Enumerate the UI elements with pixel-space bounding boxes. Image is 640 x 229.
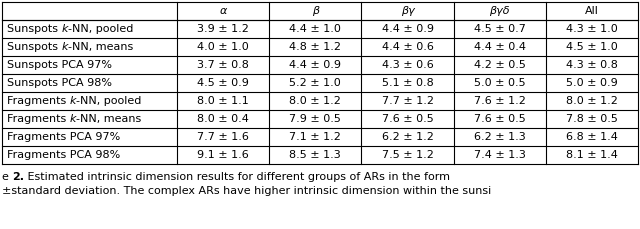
Text: 3.7 ± 0.8: 3.7 ± 0.8 [197,60,249,70]
Text: 7.6 ± 1.2: 7.6 ± 1.2 [474,96,525,106]
Text: 6.2 ± 1.3: 6.2 ± 1.3 [474,132,525,142]
Text: Sunspots PCA 98%: Sunspots PCA 98% [7,78,112,88]
Text: -NN, pooled: -NN, pooled [68,24,133,34]
Text: βγδ: βγδ [490,6,510,16]
Text: 6.8 ± 1.4: 6.8 ± 1.4 [566,132,618,142]
Text: -NN, means: -NN, means [68,42,133,52]
Text: 4.4 ± 0.9: 4.4 ± 0.9 [381,24,433,34]
Text: 4.5 ± 0.7: 4.5 ± 0.7 [474,24,525,34]
Text: 7.9 ± 0.5: 7.9 ± 0.5 [289,114,341,124]
Text: Fragments PCA 98%: Fragments PCA 98% [7,150,120,160]
Text: 4.4 ± 1.0: 4.4 ± 1.0 [289,24,341,34]
Text: 4.4 ± 0.4: 4.4 ± 0.4 [474,42,525,52]
Text: 4.3 ± 1.0: 4.3 ± 1.0 [566,24,618,34]
Text: 8.0 ± 1.2: 8.0 ± 1.2 [289,96,341,106]
Text: 4.4 ± 0.6: 4.4 ± 0.6 [381,42,433,52]
Text: 3.9 ± 1.2: 3.9 ± 1.2 [197,24,249,34]
Text: 7.7 ± 1.6: 7.7 ± 1.6 [197,132,249,142]
Text: ±standard deviation. The complex ARs have higher intrinsic dimension within the : ±standard deviation. The complex ARs hav… [2,186,492,196]
Text: βγ: βγ [401,6,414,16]
Text: 5.0 ± 0.5: 5.0 ± 0.5 [474,78,525,88]
Text: 4.5 ± 1.0: 4.5 ± 1.0 [566,42,618,52]
Text: e: e [2,172,12,182]
Text: 7.6 ± 0.5: 7.6 ± 0.5 [474,114,525,124]
Text: β: β [312,6,319,16]
Text: 7.4 ± 1.3: 7.4 ± 1.3 [474,150,525,160]
Text: 8.0 ± 0.4: 8.0 ± 0.4 [197,114,249,124]
Text: 4.0 ± 1.0: 4.0 ± 1.0 [197,42,249,52]
Text: 2.: 2. [12,172,24,182]
Text: 7.8 ± 0.5: 7.8 ± 0.5 [566,114,618,124]
Text: 4.2 ± 0.5: 4.2 ± 0.5 [474,60,525,70]
Text: 6.2 ± 1.2: 6.2 ± 1.2 [381,132,433,142]
Text: 8.0 ± 1.1: 8.0 ± 1.1 [197,96,249,106]
Text: Fragments: Fragments [7,96,70,106]
Text: Sunspots PCA 97%: Sunspots PCA 97% [7,60,112,70]
Text: 4.8 ± 1.2: 4.8 ± 1.2 [289,42,341,52]
Text: 7.1 ± 1.2: 7.1 ± 1.2 [289,132,341,142]
Text: k: k [61,24,68,34]
Text: -NN, pooled: -NN, pooled [76,96,141,106]
Text: 5.2 ± 1.0: 5.2 ± 1.0 [289,78,341,88]
Text: All: All [585,6,599,16]
Text: α: α [220,6,227,16]
Text: 5.1 ± 0.8: 5.1 ± 0.8 [381,78,433,88]
Text: 8.1 ± 1.4: 8.1 ± 1.4 [566,150,618,160]
Text: 4.3 ± 0.6: 4.3 ± 0.6 [381,60,433,70]
Text: Sunspots: Sunspots [7,24,61,34]
Text: 7.7 ± 1.2: 7.7 ± 1.2 [381,96,433,106]
Text: 4.5 ± 0.9: 4.5 ± 0.9 [197,78,249,88]
Text: k: k [70,96,76,106]
Text: 4.3 ± 0.8: 4.3 ± 0.8 [566,60,618,70]
Text: 8.0 ± 1.2: 8.0 ± 1.2 [566,96,618,106]
Text: k: k [70,114,76,124]
Text: Fragments: Fragments [7,114,70,124]
Text: Sunspots: Sunspots [7,42,61,52]
Text: Estimated intrinsic dimension results for different groups of ARs in the form: Estimated intrinsic dimension results fo… [24,172,451,182]
Text: 8.5 ± 1.3: 8.5 ± 1.3 [289,150,341,160]
Text: -NN, means: -NN, means [76,114,141,124]
Text: k: k [61,42,68,52]
Text: 5.0 ± 0.9: 5.0 ± 0.9 [566,78,618,88]
Text: 7.6 ± 0.5: 7.6 ± 0.5 [381,114,433,124]
Text: 9.1 ± 1.6: 9.1 ± 1.6 [197,150,249,160]
Text: 7.5 ± 1.2: 7.5 ± 1.2 [381,150,433,160]
Text: 4.4 ± 0.9: 4.4 ± 0.9 [289,60,341,70]
Text: Fragments PCA 97%: Fragments PCA 97% [7,132,120,142]
